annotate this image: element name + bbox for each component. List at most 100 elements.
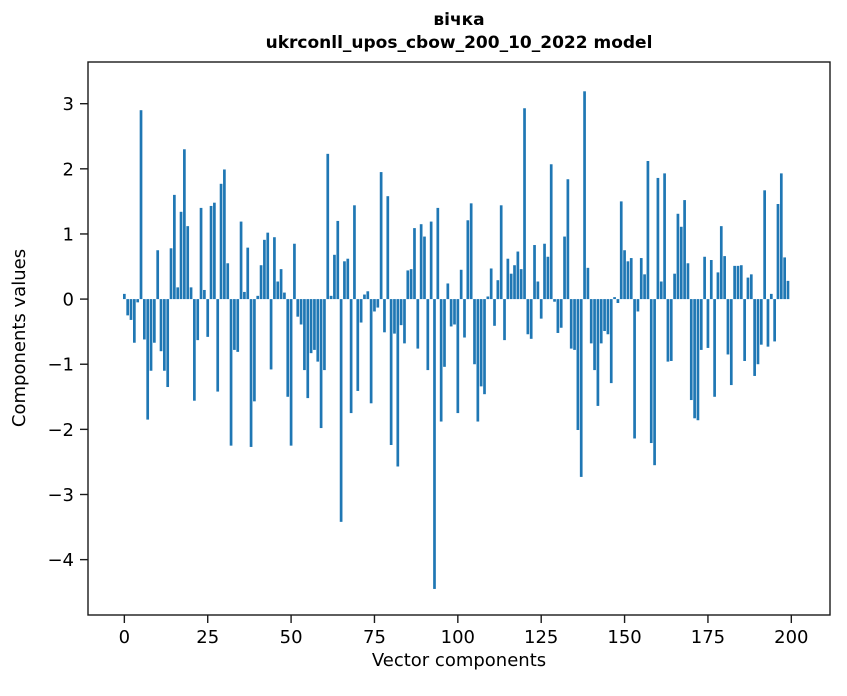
bar — [529, 299, 533, 339]
bar — [663, 173, 666, 300]
bar — [569, 299, 573, 349]
bar — [533, 245, 536, 300]
y-tick-label: −2 — [47, 420, 74, 441]
bar — [516, 251, 520, 300]
bar — [176, 287, 180, 300]
bar — [179, 211, 183, 300]
bar — [399, 299, 403, 326]
bar — [776, 204, 780, 300]
bar — [753, 299, 756, 376]
plot-frame — [87, 61, 831, 616]
bar — [599, 299, 603, 344]
bar — [766, 299, 770, 347]
x-tick-label: 175 — [691, 627, 725, 648]
y-tick-label: −3 — [47, 485, 74, 506]
bar — [293, 243, 296, 300]
bar — [206, 299, 210, 337]
bar — [353, 205, 356, 300]
bar — [596, 299, 600, 406]
bar — [633, 299, 636, 439]
bar — [193, 299, 196, 401]
bar — [336, 220, 340, 300]
bar — [416, 299, 420, 349]
bar — [729, 299, 733, 386]
bar — [656, 177, 660, 300]
bar — [493, 299, 496, 326]
bar — [773, 299, 776, 342]
bar — [609, 299, 613, 384]
bar — [186, 226, 190, 300]
y-axis-ticks: 3 2 1 0 −1 −2 −3 −4 — [47, 94, 88, 571]
bar — [243, 291, 246, 300]
bar — [459, 269, 463, 300]
bar — [739, 265, 743, 300]
bar — [433, 299, 436, 589]
bar — [779, 173, 783, 300]
bar — [706, 299, 710, 348]
bar — [409, 269, 413, 300]
bar — [463, 299, 466, 338]
bar — [586, 267, 590, 300]
bar — [716, 272, 720, 300]
bar — [369, 299, 373, 404]
bar — [303, 299, 306, 371]
bar — [249, 299, 253, 447]
bar — [133, 299, 136, 343]
bar — [513, 265, 516, 300]
y-tick-label: 3 — [63, 94, 74, 115]
bar — [439, 299, 443, 422]
bar — [549, 164, 553, 300]
bar — [683, 200, 686, 300]
bar — [713, 299, 716, 397]
bar — [473, 299, 476, 365]
bar — [629, 258, 633, 300]
bar — [763, 190, 766, 300]
bar — [563, 236, 566, 300]
x-tick-label: 100 — [441, 627, 475, 648]
bar — [256, 295, 260, 300]
bar — [219, 183, 223, 300]
bar — [279, 269, 283, 300]
bar — [203, 289, 206, 300]
bar — [253, 299, 256, 402]
bar — [129, 299, 133, 320]
bar — [619, 201, 623, 300]
bar — [313, 299, 316, 350]
bar — [539, 299, 543, 319]
bar — [376, 299, 380, 308]
bar — [589, 299, 593, 344]
bar — [259, 265, 263, 300]
bar — [719, 226, 723, 300]
bar — [469, 203, 473, 300]
bar — [196, 299, 200, 341]
bar — [373, 299, 376, 312]
bar — [479, 299, 483, 387]
bar — [703, 256, 706, 300]
bar — [269, 299, 273, 370]
bar — [489, 268, 493, 300]
y-tick-label: 0 — [63, 290, 74, 311]
bar — [783, 257, 786, 300]
x-tick-label: 200 — [774, 627, 808, 648]
bar — [446, 283, 450, 300]
bar — [366, 291, 370, 300]
y-tick-label: −1 — [47, 355, 74, 376]
bar — [679, 226, 683, 300]
bar — [466, 220, 470, 300]
bar — [649, 299, 653, 444]
bar — [319, 299, 323, 429]
bar — [743, 299, 746, 361]
bar — [556, 299, 560, 333]
bar — [623, 250, 626, 300]
bar — [223, 169, 226, 300]
bar — [173, 194, 176, 300]
bar — [309, 299, 313, 354]
bar — [723, 256, 726, 300]
bar — [169, 248, 173, 300]
bar — [163, 299, 166, 371]
bar — [503, 299, 506, 341]
x-tick-label: 50 — [280, 627, 303, 648]
y-tick-label: 1 — [63, 224, 74, 245]
y-tick-label: 2 — [63, 159, 74, 180]
